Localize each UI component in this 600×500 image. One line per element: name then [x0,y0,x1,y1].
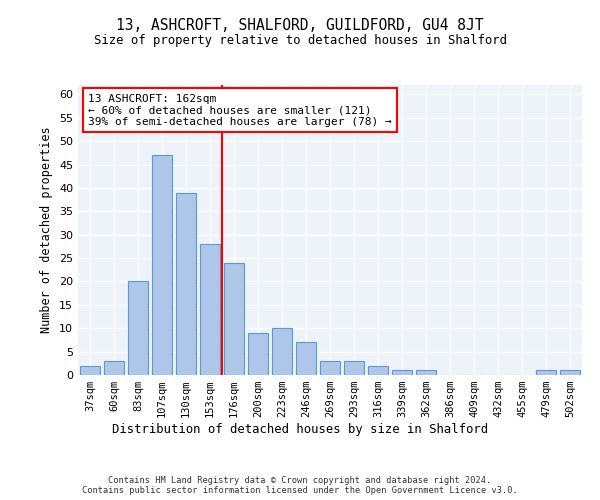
Bar [176,192,196,375]
Y-axis label: Number of detached properties: Number of detached properties [40,126,53,334]
Bar [368,366,388,375]
Bar [560,370,580,375]
Bar [320,361,340,375]
Bar [272,328,292,375]
Text: 13 ASHCROFT: 162sqm
← 60% of detached houses are smaller (121)
39% of semi-detac: 13 ASHCROFT: 162sqm ← 60% of detached ho… [88,94,392,127]
Bar [104,361,124,375]
Bar [200,244,220,375]
Bar [152,155,172,375]
Text: Contains HM Land Registry data © Crown copyright and database right 2024.
Contai: Contains HM Land Registry data © Crown c… [82,476,518,495]
Bar [128,282,148,375]
Bar [296,342,316,375]
Bar [80,366,100,375]
Bar [392,370,412,375]
Text: 13, ASHCROFT, SHALFORD, GUILDFORD, GU4 8JT: 13, ASHCROFT, SHALFORD, GUILDFORD, GU4 8… [116,18,484,32]
Bar [416,370,436,375]
Bar [248,333,268,375]
Bar [536,370,556,375]
Text: Distribution of detached houses by size in Shalford: Distribution of detached houses by size … [112,422,488,436]
Text: Size of property relative to detached houses in Shalford: Size of property relative to detached ho… [94,34,506,47]
Bar [224,262,244,375]
Bar [344,361,364,375]
